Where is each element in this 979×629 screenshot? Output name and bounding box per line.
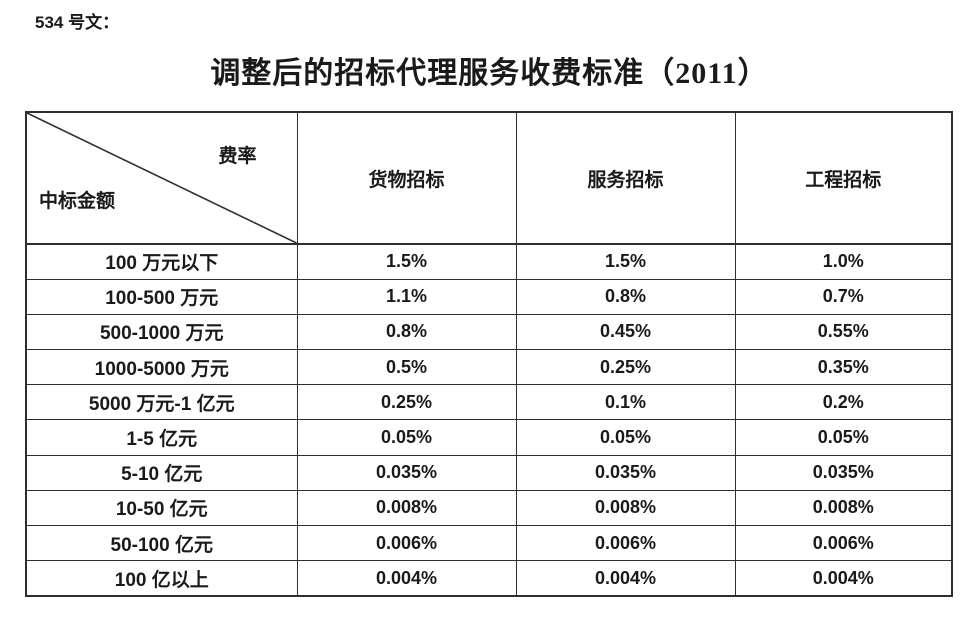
fee-cell: 0.035% [296,454,517,491]
fee-cell: 0.004% [515,560,736,597]
fee-cell: 0.006% [734,524,953,562]
table-row: 1000-5000 万元 0.5% 0.25% 0.35% [25,349,953,386]
amount-range-cell: 100 万元以下 [25,243,298,280]
amount-range-cell: 10-50 亿元 [25,489,298,527]
fee-cell: 0.8% [515,278,736,315]
corner-label-amount: 中标金额 [39,191,116,212]
fee-cell: 0.05% [734,419,953,456]
doc-number-label: 534 号文： [35,13,120,32]
amount-range-cell: 100 亿以上 [25,560,298,597]
fee-cell: 0.1% [515,384,736,421]
fee-cell: 0.45% [515,313,736,351]
fee-cell: 1.5% [296,243,517,280]
page-title: 调整后的招标代理服务收费标准（2011） [210,57,769,90]
table-row: 5000 万元-1 亿元 0.25% 0.1% 0.2% [25,384,953,421]
fee-cell: 0.008% [734,489,953,527]
fee-cell: 0.006% [515,524,736,562]
amount-range-cell: 50-100 亿元 [25,524,298,562]
table-row: 100 亿以上 0.004% 0.004% 0.004% [25,560,953,597]
fee-cell: 0.5% [296,349,517,386]
fee-table: 费率 中标金额 货物招标 服务招标 工程招标 100 万元以下 1.5% 1.5… [25,111,953,597]
amount-range-cell: 1000-5000 万元 [25,349,298,386]
fee-cell: 0.006% [296,524,517,562]
amount-range-cell: 500-1000 万元 [25,313,298,351]
amount-range-cell: 5000 万元-1 亿元 [25,384,298,421]
corner-label-rate: 费率 [218,146,257,167]
fee-cell: 0.8% [296,313,517,351]
fee-cell: 0.035% [515,454,736,491]
fee-cell: 0.035% [734,454,953,491]
fee-cell: 0.004% [296,560,517,597]
fee-cell: 0.05% [515,419,736,456]
table-row: 100 万元以下 1.5% 1.5% 1.0% [25,243,953,280]
corner-header-cell: 费率 中标金额 [25,111,298,245]
fee-cell: 0.25% [515,349,736,386]
fee-cell: 0.7% [734,278,953,315]
header-row: 费率 中标金额 货物招标 服务招标 工程招标 [25,111,953,245]
amount-range-cell: 1-5 亿元 [25,419,298,456]
fee-cell: 0.2% [734,384,953,421]
diagonal-divider-line [27,113,297,243]
fee-cell: 0.35% [734,349,953,386]
fee-cell: 1.1% [296,278,517,315]
amount-range-cell: 5-10 亿元 [25,454,298,491]
fee-cell: 0.008% [515,489,736,527]
fee-cell: 0.25% [296,384,517,421]
fee-cell: 0.004% [734,560,953,597]
fee-cell: 0.55% [734,313,953,351]
amount-range-cell: 100-500 万元 [25,278,298,315]
column-header-goods: 货物招标 [296,111,517,245]
fee-cell: 1.0% [734,243,953,280]
fee-cell: 0.05% [296,419,517,456]
table-row: 500-1000 万元 0.8% 0.45% 0.55% [25,313,953,351]
table-row: 50-100 亿元 0.006% 0.006% 0.006% [25,524,953,562]
column-header-services: 服务招标 [515,111,736,245]
table-row: 10-50 亿元 0.008% 0.008% 0.008% [25,489,953,527]
fee-cell: 0.008% [296,489,517,527]
table-row: 5-10 亿元 0.035% 0.035% 0.035% [25,454,953,491]
fee-cell: 1.5% [515,243,736,280]
table-row: 100-500 万元 1.1% 0.8% 0.7% [25,278,953,315]
table-row: 1-5 亿元 0.05% 0.05% 0.05% [25,419,953,456]
column-header-works: 工程招标 [734,111,953,245]
